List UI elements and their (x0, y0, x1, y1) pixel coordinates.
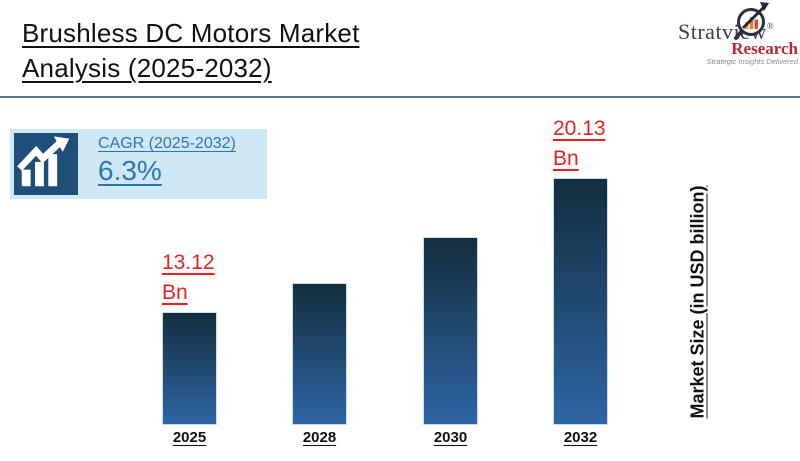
cagr-label: CAGR (2025-2032) (98, 135, 236, 152)
cagr-text-block: CAGR (2025-2032) 6.3% (98, 135, 236, 187)
title-divider (0, 96, 800, 98)
x-tick-2030: 2030 (433, 429, 468, 446)
bar-2030 (423, 237, 478, 425)
cagr-box: CAGR (2025-2032) 6.3% (10, 129, 267, 199)
registered-mark: ® (766, 21, 775, 31)
x-tick-2025: 2025 (172, 429, 207, 446)
page-title-line-2: Analysis (2025-2032) (22, 53, 272, 83)
x-tick-2032: 2032 (563, 429, 598, 446)
bar-2032 (553, 178, 608, 425)
bar-2025 (162, 312, 217, 425)
magnifier-growth-chart-icon (734, 2, 769, 40)
page-title-line-1: Brushless DC Motors Market (22, 18, 360, 48)
logo-research-text: Research (731, 39, 798, 58)
bar-2028 (292, 283, 347, 425)
y-axis-label: Market Size (in USD billion) (687, 185, 708, 419)
data-label-2032: 20.13 Bn (553, 117, 606, 170)
growth-bars-arrow-icon (14, 133, 78, 195)
data-label-2025: 13.12 Bn (162, 251, 215, 304)
page-title: Brushless DC Motors Market Analysis (202… (22, 16, 360, 86)
stratview-logo: Stratview® Research Strategic Insights D… (676, 2, 798, 68)
x-tick-2028: 2028 (302, 429, 337, 446)
cagr-value: 6.3% (98, 155, 162, 186)
logo-tagline: Strategic Insights Delivered (706, 57, 798, 66)
